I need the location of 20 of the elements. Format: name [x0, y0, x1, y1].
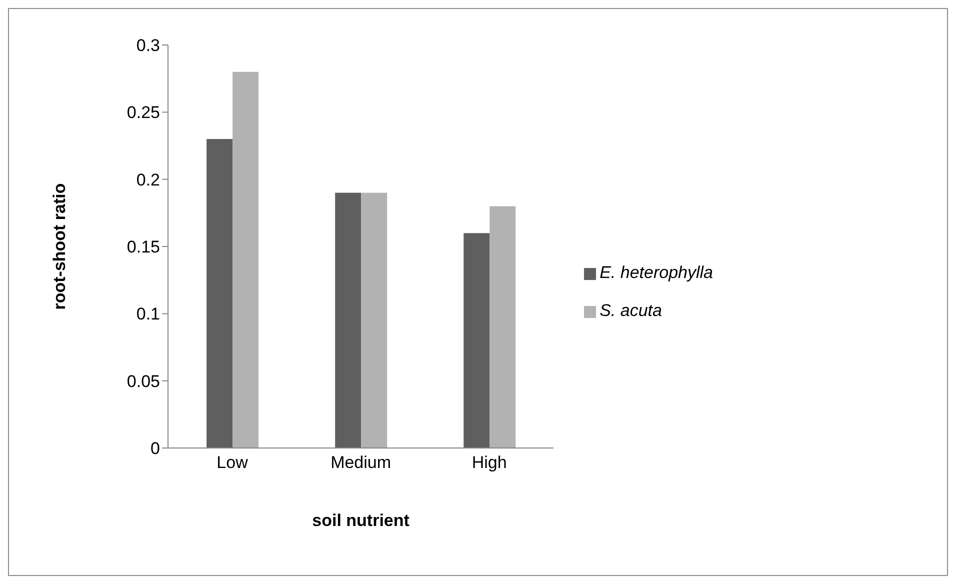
- legend-label: S. acuta: [600, 301, 662, 320]
- bar: [335, 192, 362, 448]
- legend-label: E. heterophylla: [600, 263, 713, 282]
- bar: [464, 233, 490, 448]
- y-tick-label: 0.3: [136, 36, 160, 56]
- y-tick-label: 0: [150, 439, 160, 458]
- x-tick-label: High: [472, 453, 507, 472]
- x-tick-label: Medium: [330, 453, 392, 472]
- bar: [232, 72, 259, 448]
- x-tick-label: Low: [216, 453, 249, 472]
- y-tick-label: 0.2: [136, 170, 160, 190]
- y-tick-label: 0.15: [126, 238, 160, 257]
- x-axis-title: soil nutrient: [312, 511, 410, 530]
- y-tick-label: 0.05: [126, 372, 160, 391]
- bar: [490, 206, 516, 448]
- y-tick-label: 0.1: [136, 304, 160, 324]
- y-tick-label: 0.25: [126, 103, 160, 122]
- bar: [361, 192, 388, 448]
- bar: [206, 139, 233, 448]
- y-axis-title: root-shoot ratio: [50, 183, 70, 310]
